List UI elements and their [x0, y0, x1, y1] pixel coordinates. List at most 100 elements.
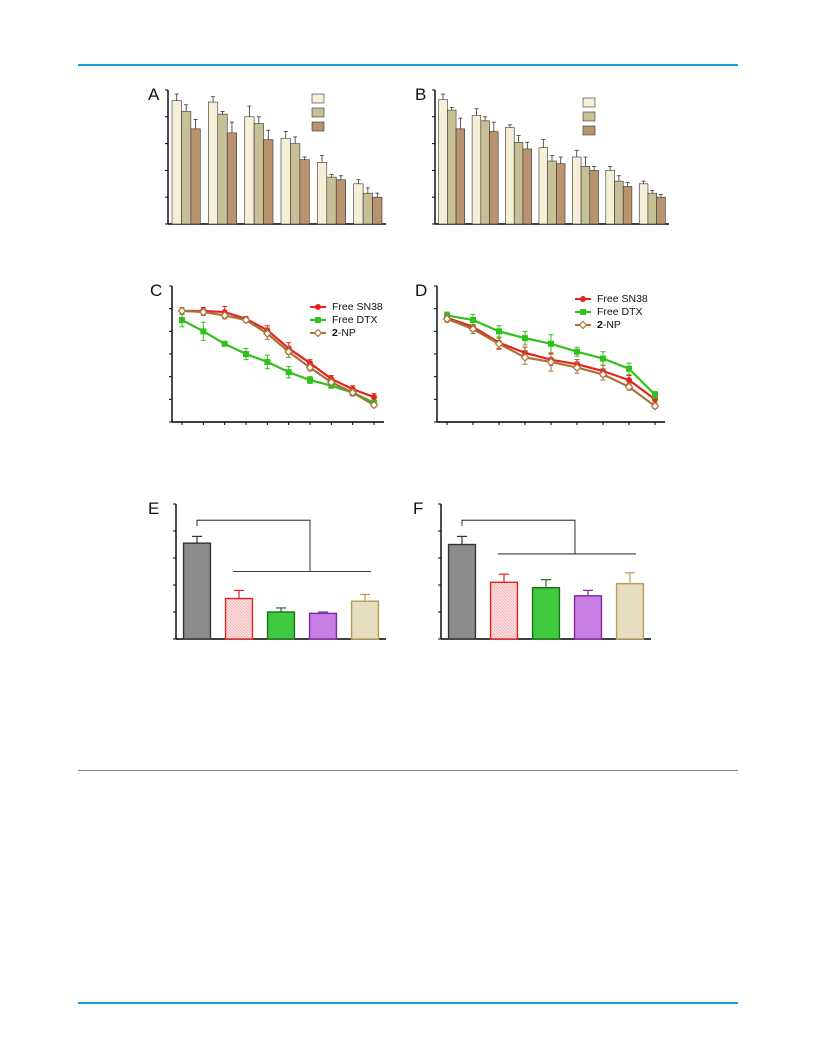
legend-label-bold: 2: [597, 319, 603, 331]
bar: [226, 132, 237, 225]
legend-swatch: [311, 93, 325, 104]
bar: [362, 192, 373, 225]
bar: [522, 148, 532, 225]
data-point: [442, 314, 452, 324]
bar: [538, 147, 548, 225]
page-top-rule: [78, 64, 738, 66]
legend-label-rest: -NP: [603, 319, 621, 331]
data-point: [305, 363, 315, 372]
bar: [572, 156, 582, 225]
bar: [217, 113, 228, 225]
data-point: [578, 320, 588, 330]
bar: [181, 111, 192, 225]
bar: [308, 612, 338, 640]
bar: [622, 186, 633, 225]
data-point: [285, 369, 292, 376]
data-point: [243, 351, 249, 357]
bar: [556, 163, 566, 225]
legend-swatch: [582, 97, 596, 108]
bar: [438, 99, 448, 225]
bar: [489, 581, 519, 640]
data-point: [574, 348, 580, 355]
bar: [614, 180, 624, 225]
bar: [253, 123, 264, 225]
data-point: [496, 328, 502, 335]
bar: [263, 139, 274, 225]
data-point: [580, 296, 586, 302]
legend-label: Free DTX: [597, 306, 643, 318]
series-line: [182, 309, 375, 399]
panel-letter: E: [148, 499, 159, 518]
data-point: [326, 377, 336, 387]
data-point: [315, 304, 321, 310]
page-bottom-rule: [78, 1002, 738, 1004]
data-point: [546, 357, 556, 367]
bar: [190, 128, 201, 225]
legend-label: Free SN38: [597, 293, 648, 305]
bar: [580, 166, 591, 225]
bar: [589, 170, 599, 225]
bar: [547, 160, 557, 225]
data-point: [572, 363, 582, 372]
data-point: [179, 317, 185, 323]
legend-label-rest: -NP: [338, 327, 356, 339]
data-point: [580, 309, 586, 315]
data-point: [626, 377, 632, 384]
bar: [290, 143, 301, 225]
bar: [326, 176, 337, 225]
legend-label: 2-NP: [597, 319, 621, 331]
bar: [513, 141, 524, 225]
data-point: [307, 377, 313, 384]
data-point: [494, 339, 504, 349]
data-point: [315, 317, 321, 323]
data-point: [548, 340, 554, 347]
legend-label: Free DTX: [332, 314, 378, 326]
panel-b-bar-chart: B: [415, 85, 669, 225]
data-point: [220, 311, 230, 320]
significance-bracket: [196, 519, 311, 572]
bar: [656, 196, 666, 225]
bar: [480, 120, 490, 225]
bar: [266, 611, 296, 640]
bar: [531, 586, 561, 640]
bar: [224, 597, 254, 640]
data-point: [626, 365, 632, 372]
bar: [182, 542, 212, 640]
bar: [447, 543, 477, 640]
panel-letter: F: [413, 499, 423, 518]
panel-f-bar-chart: F: [413, 499, 651, 640]
legend-swatch: [582, 111, 596, 122]
data-point: [600, 355, 606, 362]
legend-swatch: [311, 107, 325, 118]
data-point: [624, 382, 634, 392]
bar: [171, 100, 182, 225]
bar: [372, 196, 383, 225]
bar: [573, 595, 603, 640]
panel-letter: A: [148, 85, 160, 104]
data-point: [264, 358, 271, 365]
panel-letter: D: [415, 281, 427, 300]
legend-swatch: [582, 125, 596, 136]
data-point: [470, 317, 476, 323]
data-point: [522, 335, 528, 342]
bar: [350, 600, 380, 640]
data-point: [468, 324, 478, 334]
bar: [244, 116, 255, 225]
significance-bracket: [461, 519, 576, 554]
data-point: [177, 306, 187, 316]
bar: [605, 170, 615, 225]
data-point: [241, 315, 251, 325]
bar: [615, 582, 645, 640]
bar: [335, 179, 346, 225]
bar: [455, 128, 466, 225]
data-point: [598, 370, 608, 379]
data-point: [520, 353, 530, 362]
data-point: [313, 328, 323, 338]
bar: [638, 183, 649, 225]
bar: [317, 162, 328, 225]
bar: [471, 115, 482, 225]
data-point: [371, 394, 377, 401]
bar: [299, 159, 310, 225]
